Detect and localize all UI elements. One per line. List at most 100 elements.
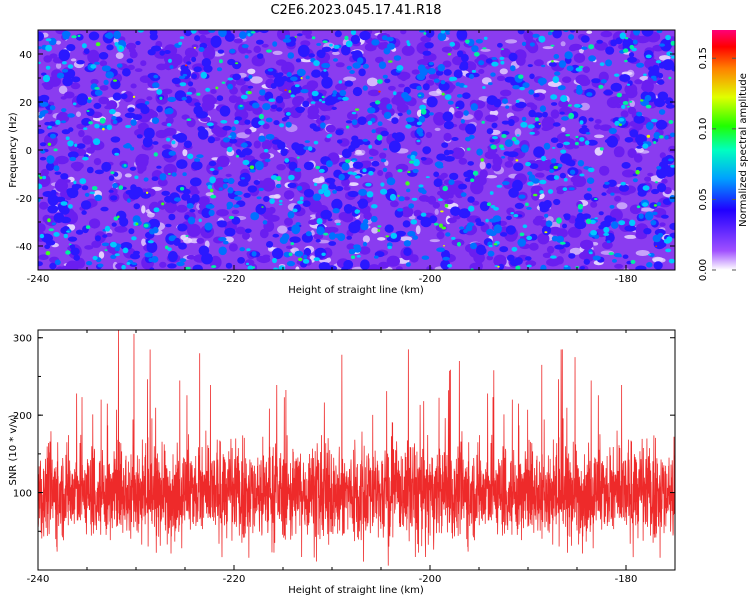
heatmap-low-patch — [141, 205, 146, 214]
heatmap-cell — [191, 44, 199, 49]
heatmap-cell — [379, 152, 387, 159]
heatmap-cell — [151, 176, 159, 181]
heatmap-cell — [46, 155, 55, 164]
heatmap-cell — [522, 82, 530, 89]
heatmap-cell — [558, 60, 567, 68]
heatmap-cell — [551, 235, 559, 242]
heatmap-cell — [586, 139, 598, 146]
heatmap-cell — [101, 242, 110, 247]
heatmap-cell — [467, 161, 475, 166]
heatmap-cell — [501, 48, 504, 51]
heatmap-cell — [467, 222, 475, 227]
heatmap-cell — [554, 71, 561, 76]
heatmap-cell — [247, 265, 254, 270]
heatmap-cell — [100, 206, 109, 212]
heatmap-low-patch — [639, 150, 650, 154]
heatmap-cell — [125, 142, 131, 149]
heatmap-cell — [135, 40, 141, 46]
heatmap-cell — [492, 215, 502, 222]
heatmap-cell — [113, 172, 119, 177]
heatmap-cell — [291, 142, 301, 151]
heatmap-cell — [459, 63, 469, 71]
heatmap-cell — [560, 95, 568, 102]
heatmap-cell — [288, 90, 292, 93]
heatmap-low-patch — [115, 52, 124, 59]
heatmap-cell — [114, 226, 128, 233]
heatmap-cell — [375, 56, 384, 64]
heatmap-cell — [549, 168, 555, 173]
heatmap-cell — [346, 243, 356, 250]
heatmap-cell — [61, 30, 71, 38]
heatmap-cell — [164, 108, 171, 115]
heatmap-cell — [380, 130, 389, 137]
heatmap-cell — [202, 46, 216, 60]
heatmap-low-patch — [70, 58, 77, 62]
heatmap-cell — [566, 65, 574, 72]
heatmap-cell — [333, 58, 338, 62]
heatmap-cell — [525, 202, 529, 207]
heatmap-cell — [435, 70, 444, 76]
heatmap-cell — [668, 120, 674, 124]
heatmap-cell — [79, 178, 87, 185]
heatmap-cell — [167, 251, 178, 262]
heatmap-cell — [357, 57, 364, 65]
heatmap-cell — [428, 73, 440, 80]
heatmap-cell — [50, 133, 56, 139]
heatmap-cell — [128, 228, 135, 235]
heatmap-cell — [131, 236, 137, 241]
heatmap-cell — [109, 108, 116, 115]
heatmap-cell — [444, 94, 452, 100]
heatmap-cell — [284, 89, 287, 91]
heatmap-cell — [441, 46, 453, 53]
heatmap-cell — [350, 139, 361, 149]
heatmap-cell — [553, 54, 560, 59]
heatmap-cell — [323, 69, 327, 72]
heatmap-cell — [434, 222, 439, 226]
heatmap-cell — [179, 258, 187, 263]
heatmap-cell — [478, 60, 485, 66]
heatmap-cell — [129, 253, 141, 260]
heatmap-cell — [460, 192, 467, 197]
heatmap-cell — [600, 79, 607, 84]
heatmap-cell — [656, 166, 662, 170]
heatmap-cell — [353, 219, 362, 229]
heatmap-cell — [228, 215, 235, 220]
heatmap-cell — [369, 156, 374, 159]
x-tick-label: -220 — [223, 274, 246, 285]
heatmap-cell — [278, 265, 286, 270]
heatmap-low-patch — [141, 238, 147, 247]
heatmap-cell — [547, 31, 553, 36]
heatmap-cell — [491, 122, 498, 129]
heatmap-cell — [525, 161, 531, 167]
heatmap-cell — [442, 256, 450, 261]
heatmap-cell — [122, 247, 129, 254]
heatmap-cell — [388, 60, 393, 63]
heatmap-cell — [273, 75, 285, 87]
heatmap-low-patch — [334, 219, 341, 224]
heatmap-cell — [650, 220, 657, 226]
heatmap-cell — [486, 162, 492, 169]
heatmap-x-axis-label: Height of straight line (km) — [288, 285, 424, 296]
heatmap-cell — [552, 30, 562, 39]
heatmap-cell — [376, 134, 383, 141]
heatmap-cell — [601, 192, 607, 196]
heatmap-cell — [412, 168, 419, 174]
heatmap-cell — [397, 169, 403, 173]
heatmap-cell — [88, 97, 92, 100]
heatmap-cell — [296, 156, 300, 159]
heatmap-cell — [290, 242, 295, 246]
heatmap-cell — [408, 203, 415, 209]
heatmap-cell — [664, 135, 669, 140]
heatmap-low-patch — [505, 39, 518, 44]
heatmap-cell — [652, 78, 657, 81]
heatmap-cell — [615, 37, 623, 45]
heatmap-cell — [308, 146, 313, 151]
heatmap-cell — [344, 35, 349, 41]
heatmap-cell — [485, 114, 499, 123]
heatmap-cell — [635, 265, 647, 270]
heatmap-low-patch — [250, 76, 263, 84]
heatmap-cell — [282, 38, 292, 43]
heatmap-cell — [294, 250, 304, 257]
heatmap-cell — [313, 257, 320, 262]
heatmap-cell — [633, 30, 640, 36]
